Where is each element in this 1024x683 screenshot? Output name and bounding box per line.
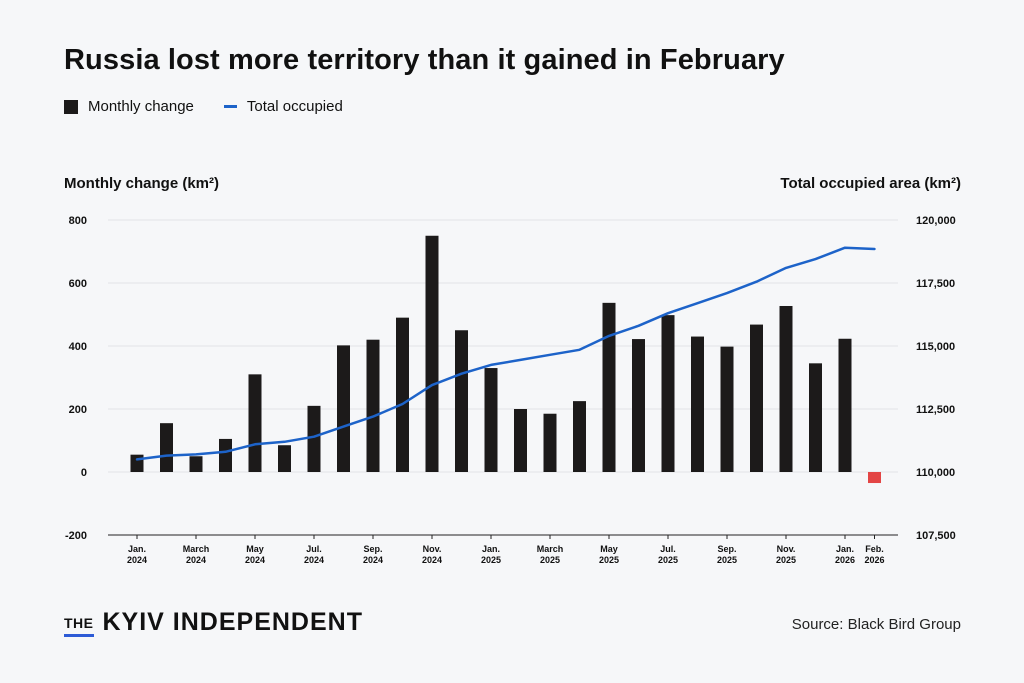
- left-tick-label: 800: [69, 215, 87, 227]
- x-tick-label: Nov.: [777, 544, 796, 554]
- bar: [632, 339, 645, 472]
- x-tick-label-year: 2026: [835, 555, 855, 565]
- x-tick-label: Jan.: [128, 544, 146, 554]
- bar-negative: [868, 472, 881, 484]
- bar: [278, 445, 291, 472]
- x-tick-label-year: 2025: [776, 555, 796, 565]
- left-tick-label: -200: [65, 530, 87, 542]
- bar: [248, 374, 262, 472]
- bar: [720, 346, 734, 472]
- right-tick-label: 117,500: [916, 278, 955, 290]
- bar: [425, 235, 439, 472]
- bar: [661, 315, 675, 472]
- x-tick-label-year: 2024: [186, 555, 206, 565]
- x-tick-label: Jul.: [660, 544, 676, 554]
- bar: [366, 339, 380, 472]
- x-tick-label-year: 2024: [422, 555, 442, 565]
- bar: [337, 345, 350, 472]
- x-tick-label-year: 2025: [481, 555, 501, 565]
- logo-the: THE: [64, 615, 94, 637]
- right-tick-label: 112,500: [916, 404, 955, 416]
- x-tick-label-year: 2024: [363, 555, 383, 565]
- left-tick-label: 600: [69, 278, 87, 290]
- x-tick-label: Jan.: [836, 544, 854, 554]
- bar: [809, 363, 822, 472]
- logo-name: KYIV INDEPENDENT: [102, 608, 363, 636]
- x-tick-label-year: 2025: [540, 555, 560, 565]
- left-tick-label: 0: [81, 467, 87, 479]
- x-tick-label-year: 2025: [717, 555, 737, 565]
- bar: [838, 338, 852, 472]
- x-tick-label: March: [183, 544, 210, 554]
- legend-bar-swatch: [64, 99, 78, 114]
- bar: [396, 317, 409, 472]
- left-tick-label: 200: [69, 404, 87, 416]
- x-tick-label: May: [600, 544, 618, 554]
- bar: [750, 324, 763, 472]
- x-tick-label-year: 2024: [304, 555, 324, 565]
- legend-bar-label: Monthly change: [88, 98, 194, 115]
- publisher-logo: THE KYIV INDEPENDENT: [64, 608, 363, 637]
- bar: [779, 305, 793, 472]
- x-tick-label-year: 2025: [599, 555, 619, 565]
- x-tick-label: Jan.: [482, 544, 500, 554]
- x-tick-label: Sep.: [363, 544, 382, 554]
- x-tick-label-year: 2024: [127, 555, 147, 565]
- x-tick-label: May: [246, 544, 264, 554]
- bar: [219, 438, 232, 472]
- legend: Monthly change Total occupied: [64, 98, 343, 115]
- right-axis-title: Total occupied area (km²): [780, 175, 961, 192]
- total-occupied-line: [135, 246, 876, 461]
- x-tick-label-year: 2025: [658, 555, 678, 565]
- left-tick-label: 400: [69, 341, 87, 353]
- bar: [602, 302, 616, 472]
- right-tick-label: 120,000: [916, 215, 956, 227]
- x-tick-label-year: 2024: [245, 555, 265, 565]
- x-tick-label: Nov.: [423, 544, 442, 554]
- right-tick-label: 115,000: [916, 341, 955, 353]
- right-tick-label: 107,500: [916, 530, 956, 542]
- bar: [160, 423, 173, 472]
- bar: [514, 409, 527, 472]
- x-tick-label: Sep.: [717, 544, 736, 554]
- bar: [130, 454, 144, 472]
- bar: [307, 405, 321, 472]
- right-tick-label: 110,000: [916, 467, 955, 479]
- source-note: Source: Black Bird Group: [791, 616, 961, 633]
- bar: [484, 368, 498, 472]
- bar: [543, 413, 557, 472]
- bar: [691, 336, 704, 472]
- x-tick-label-year: 2026: [864, 555, 884, 565]
- bar: [189, 456, 203, 472]
- x-tick-label: Feb.: [865, 544, 884, 554]
- chart-title: Russia lost more territory than it gaine…: [64, 44, 785, 76]
- legend-line-swatch: [223, 105, 237, 108]
- legend-line-label: Total occupied: [246, 98, 343, 115]
- x-tick-label: March: [537, 544, 564, 554]
- x-tick-label: Jul.: [306, 544, 322, 554]
- bar: [455, 330, 468, 472]
- bar: [573, 401, 586, 472]
- left-axis-title: Monthly change (km²): [64, 175, 220, 192]
